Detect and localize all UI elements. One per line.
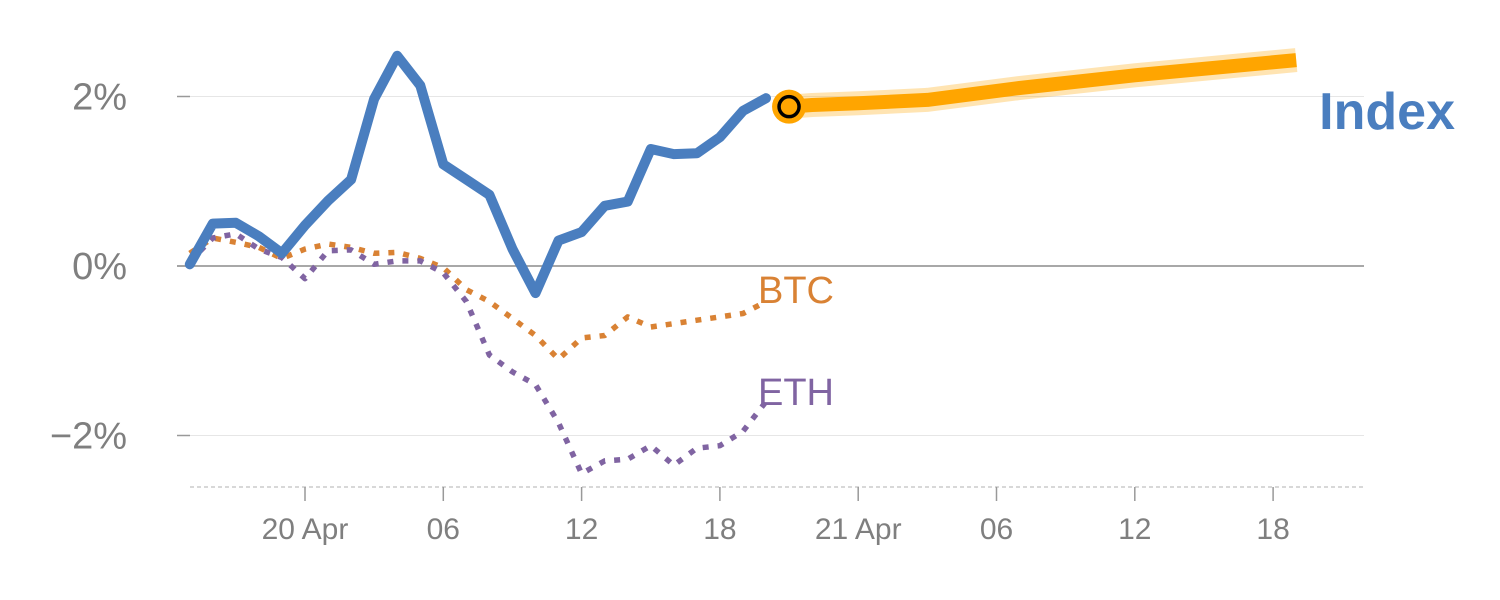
series-line-index (184, 50, 771, 299)
x-tick-label: 18 (1256, 513, 1289, 546)
marker-layer (772, 89, 807, 124)
x-tick-label: 21 Apr (815, 513, 902, 546)
x-tick-label: 18 (703, 513, 736, 546)
series-label-index: Index (1319, 83, 1455, 141)
x-tick-label: 12 (565, 513, 598, 546)
series-label-eth: ETH (758, 372, 834, 414)
series-labels: Index BTC ETH (758, 83, 1455, 414)
y-tick-label: 0% (72, 246, 127, 288)
y-tick-label: −2% (50, 416, 127, 458)
y-tick-label: 2% (72, 77, 127, 119)
y-axis: 2% 0% −2% (50, 77, 190, 458)
x-tick-label: 20 Apr (262, 513, 349, 546)
series-label-btc: BTC (758, 270, 834, 312)
series-layer (184, 48, 1298, 477)
x-tick-label: 06 (980, 513, 1013, 546)
x-tick-label: 12 (1118, 513, 1151, 546)
series-line-btc (188, 235, 768, 362)
x-tick-label: 06 (427, 513, 460, 546)
forecast-line (788, 53, 1297, 114)
series-line-eth (187, 231, 769, 477)
x-axis: 20 Apr 06 12 18 21 Apr 06 12 18 (190, 486, 1366, 546)
current-point-ring (777, 94, 801, 119)
